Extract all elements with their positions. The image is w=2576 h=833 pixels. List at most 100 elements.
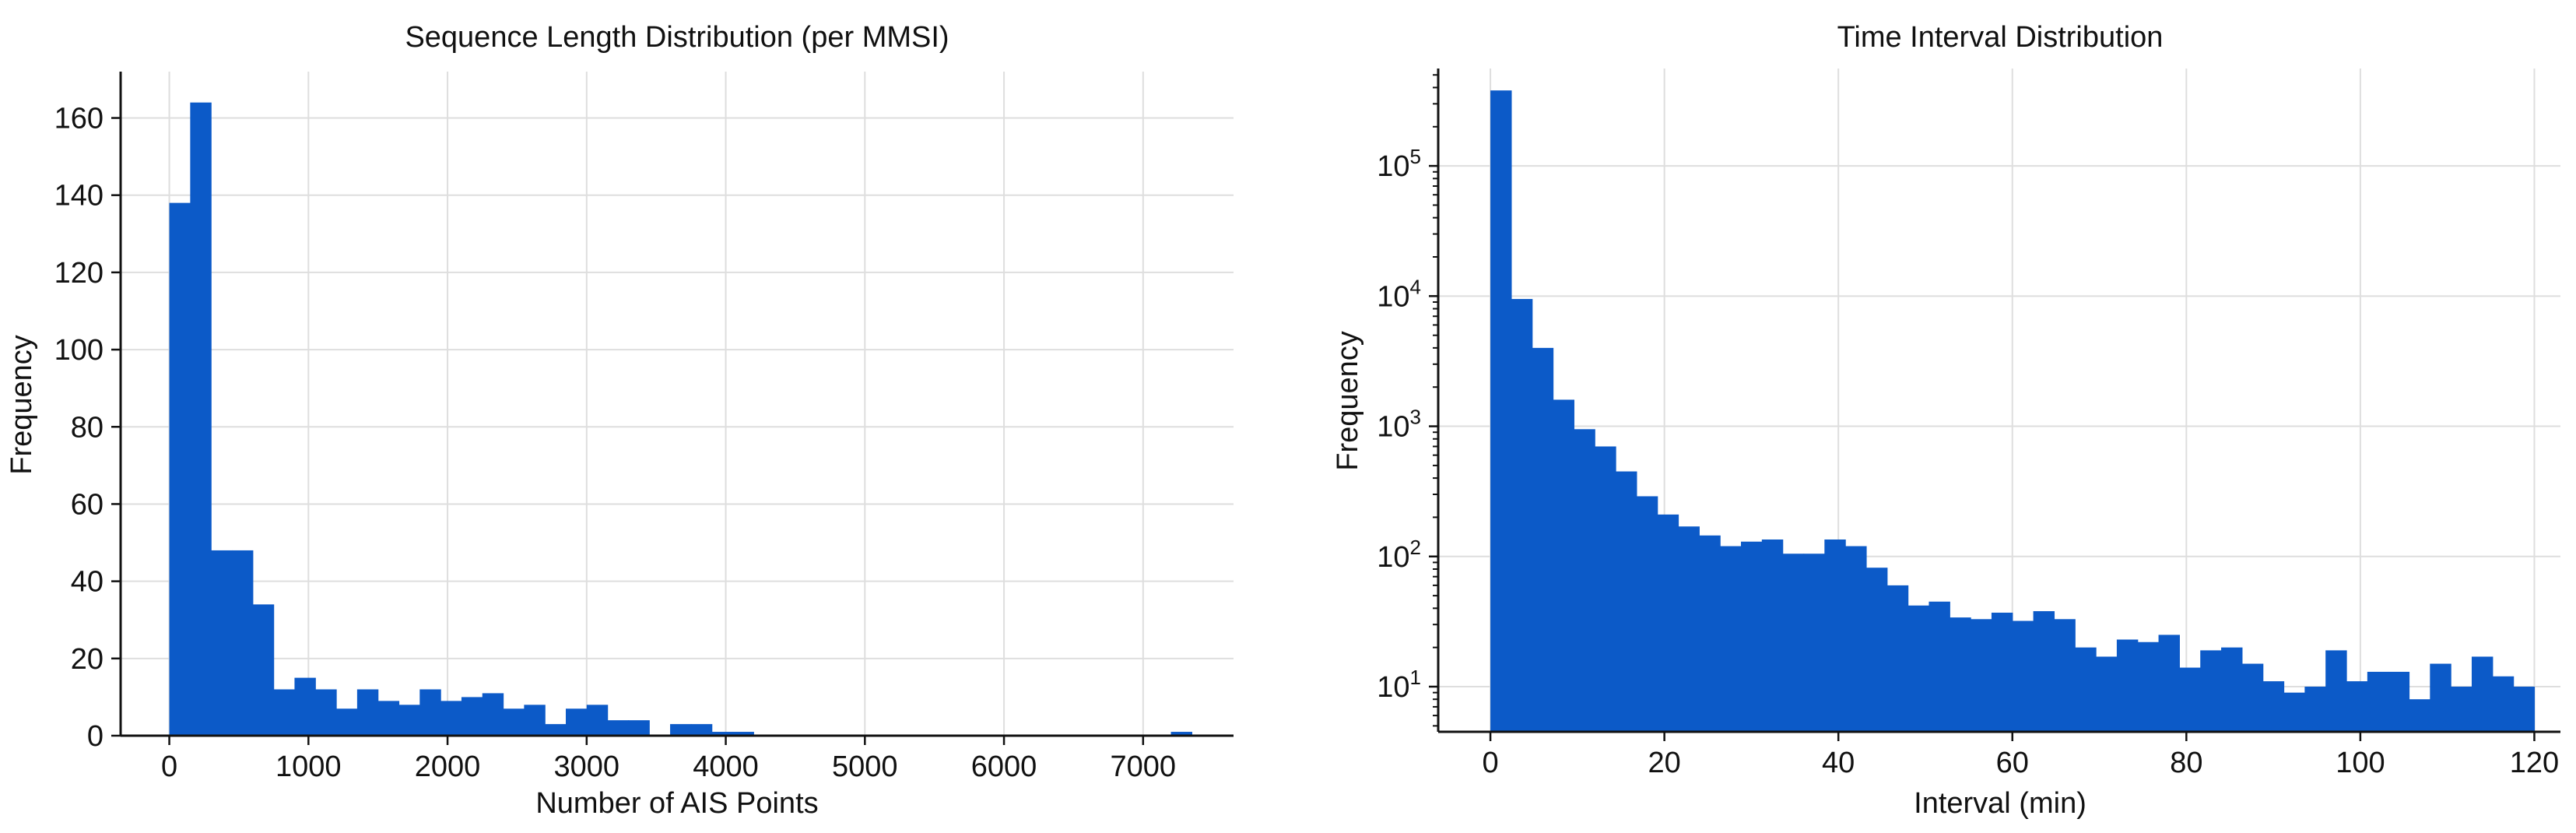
histogram-bar: [607, 720, 630, 736]
histogram-bar: [1720, 546, 1742, 732]
histogram-bar: [2471, 656, 2494, 732]
x-axis-label: Interval (min): [1914, 787, 2086, 820]
y-tick-label: 101: [1377, 666, 1421, 704]
x-tick-label: 7000: [1111, 750, 1177, 783]
histogram-bar: [419, 689, 441, 736]
histogram-bar: [732, 732, 754, 736]
y-tick-label: 105: [1377, 145, 1421, 183]
histogram-bar: [1574, 429, 1595, 732]
histogram-bar: [2388, 671, 2410, 732]
histogram-bar: [1971, 619, 1992, 732]
histogram-bar: [2262, 681, 2285, 732]
histogram-bar: [356, 689, 379, 736]
x-tick-label: 0: [1482, 747, 1498, 779]
histogram-bar: [2012, 620, 2034, 732]
histogram-bar: [524, 705, 546, 736]
x-tick-label: 3000: [554, 750, 620, 783]
histogram-bar: [440, 701, 462, 736]
x-tick-label: 1000: [275, 750, 342, 783]
tick-labels: 0 1000 2000 3000 4000 5000 6000 7000 0 20 40 60 80 10…: [54, 103, 1176, 783]
x-tick-label: 6000: [971, 750, 1037, 783]
histogram-bar: [1490, 90, 1512, 732]
grid-lines: [121, 72, 1234, 736]
histogram-bar: [1865, 568, 1888, 732]
histogram-bar: [315, 689, 337, 736]
histogram-bar: [482, 693, 504, 736]
axes: [1429, 69, 2560, 741]
histogram-bar: [2346, 681, 2368, 732]
tick-base: 10: [1377, 541, 1409, 574]
histogram-bar: [1170, 732, 1192, 736]
x-tick-label: 5000: [832, 750, 898, 783]
histogram-bar: [2054, 619, 2076, 732]
histogram-bar: [2283, 692, 2305, 732]
y-axis-label: Frequency: [1332, 331, 1364, 471]
histogram-bar: [1532, 347, 1554, 732]
histogram-bar: [670, 724, 692, 736]
histogram-bar: [711, 732, 734, 736]
chart-time-interval: Time Interval Distribution Interval (min…: [1332, 21, 2560, 820]
x-tick-label: 20: [1648, 747, 1680, 779]
histogram-bar: [2096, 656, 2118, 732]
tick-base: 10: [1377, 411, 1409, 444]
histogram-bar: [398, 705, 420, 736]
histogram-bar: [1845, 546, 1867, 732]
histogram-bar: [2116, 639, 2139, 732]
y-tick-label: 102: [1377, 536, 1421, 574]
x-tick-label: 120: [2510, 747, 2559, 779]
x-tick-label: 60: [1996, 747, 2029, 779]
histogram-bar: [1950, 617, 1971, 732]
histogram-bar: [586, 705, 609, 736]
tick-base: 10: [1377, 280, 1409, 313]
histogram-bar: [1657, 514, 1679, 732]
histogram-bar: [461, 697, 483, 736]
histogram-bar: [2137, 641, 2160, 732]
histogram-bar: [1907, 605, 1930, 732]
histogram-bar: [1886, 585, 1909, 732]
histogram-bar: [1741, 541, 1763, 732]
histogram-bar: [1803, 554, 1825, 732]
histogram-bar: [2221, 647, 2243, 732]
histogram-bar: [1553, 399, 1574, 732]
histogram-bar: [377, 701, 400, 736]
y-tick-label: 103: [1377, 406, 1421, 444]
histogram-bars: [169, 102, 1192, 736]
histogram-bar: [169, 202, 191, 736]
histogram-bar: [1824, 539, 1846, 732]
histogram-bar: [2430, 663, 2451, 732]
axes: [111, 72, 1234, 745]
histogram-bar: [2075, 647, 2097, 732]
histogram-bar: [252, 604, 275, 736]
chart-title: Time Interval Distribution: [1837, 21, 2164, 54]
y-tick-label: 104: [1377, 275, 1421, 313]
y-tick-label: 140: [54, 180, 104, 213]
histogram-bar: [690, 724, 713, 736]
x-tick-label: 40: [1822, 747, 1855, 779]
x-tick-label: 2000: [415, 750, 481, 783]
y-tick-label: 120: [54, 257, 104, 290]
tick-base: 10: [1377, 150, 1409, 183]
histogram-bar: [2158, 634, 2180, 732]
tick-exponent: 4: [1410, 275, 1421, 298]
x-tick-label: 80: [2170, 747, 2202, 779]
chart-sequence-length: Sequence Length Distribution (per MMSI) …: [5, 21, 1234, 820]
histogram-bar: [294, 677, 316, 736]
y-tick-label: 80: [71, 411, 104, 444]
chart-title: Sequence Length Distribution (per MMSI): [405, 21, 949, 54]
histogram-bar: [1991, 612, 2013, 732]
histogram-bar: [336, 708, 358, 736]
histogram-bar: [1782, 554, 1805, 732]
histogram-bar: [2409, 699, 2430, 732]
histogram-bar: [1699, 535, 1721, 732]
tick-exponent: 1: [1410, 666, 1421, 689]
histogram-bar: [2200, 650, 2222, 732]
histogram-bar: [2325, 650, 2347, 732]
histogram-bar: [2513, 687, 2536, 732]
histogram-bar: [2179, 667, 2201, 732]
histogram-bar: [1761, 539, 1784, 732]
y-tick-label: 0: [87, 720, 104, 753]
tick-base: 10: [1377, 671, 1409, 704]
histogram-bar: [545, 724, 567, 736]
histogram-bar: [2492, 676, 2515, 732]
tick-exponent: 2: [1410, 536, 1421, 559]
